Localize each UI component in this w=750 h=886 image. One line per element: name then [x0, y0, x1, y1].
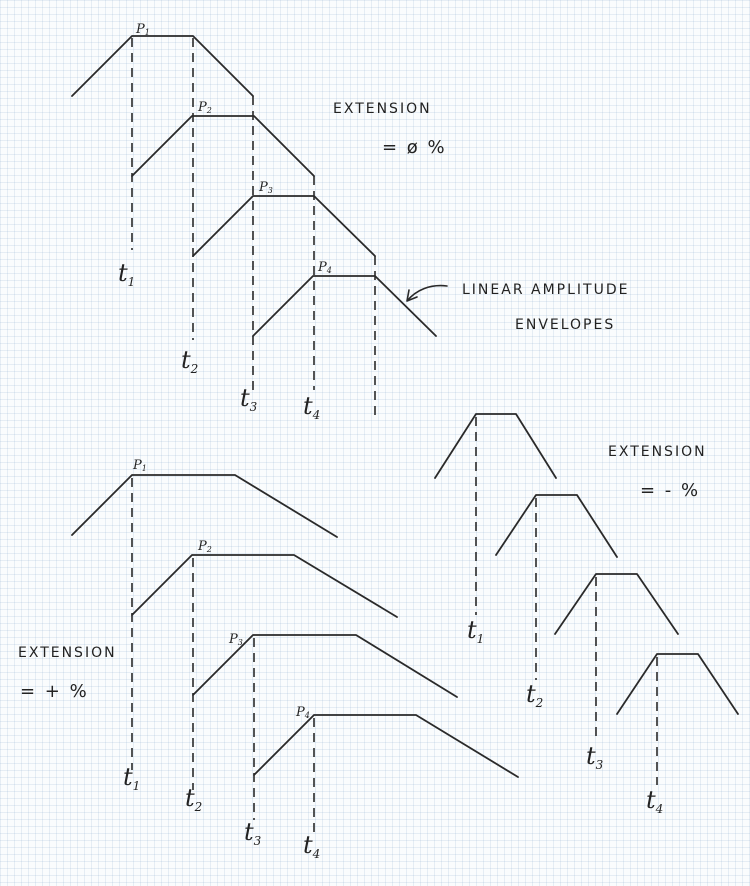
time-label-zero-3: t3	[240, 384, 258, 414]
envelope-zero-2	[131, 115, 315, 177]
extension-plus-title: EXTENSION	[18, 645, 117, 661]
peak-label-zero-2: P2	[197, 100, 212, 115]
envelope-plus-4	[253, 714, 519, 778]
peak-label-plus-2: P2	[197, 539, 212, 554]
peak-label-zero-3: P3	[258, 180, 273, 195]
extension-minus-title: EXTENSION	[608, 444, 707, 460]
time-label-minus-4: t4	[646, 786, 663, 816]
peak-label-zero-1: P1	[135, 22, 150, 37]
time-label-plus-1: t1	[123, 763, 140, 793]
annotation-line-2: ENVELOPES	[515, 317, 615, 333]
time-label-zero-2: t2	[181, 346, 198, 376]
envelope-zero-3	[192, 195, 376, 257]
time-label-plus-2: t2	[185, 784, 202, 814]
peak-label-plus-4: P4	[295, 705, 310, 720]
envelope-minus-3	[554, 573, 679, 635]
time-label-zero-1: t1	[118, 259, 135, 289]
extension-plus-value: = + %	[20, 681, 89, 702]
envelope-minus-2	[495, 494, 618, 558]
time-label-plus-3: t3	[244, 818, 262, 848]
extension-zero-value: = ø %	[382, 137, 447, 158]
envelope-plus-2	[131, 554, 398, 618]
extension-minus-value: = - %	[640, 480, 700, 501]
extension-zero-title: EXTENSION	[333, 101, 432, 117]
annotation-arrow-icon	[406, 284, 448, 302]
peak-label-plus-1: P1	[132, 458, 147, 473]
time-label-minus-1: t1	[467, 616, 484, 646]
time-label-plus-4: t4	[303, 831, 320, 861]
peak-label-zero-4: P4	[317, 260, 332, 275]
envelope-minus-1	[434, 413, 557, 479]
panel-zero-extension: P1 P2 P3 P4 t1 t2 t3 t4 EXTENSION = ø % …	[71, 22, 629, 422]
envelope-zero-1	[71, 35, 254, 97]
envelope-plus-3	[192, 634, 458, 698]
annotation-line-1: LINEAR AMPLITUDE	[462, 282, 629, 298]
panel-plus-extension: P1 P2 P3 P4 t1 t2 t3 t4 EXTENSION = + %	[18, 458, 519, 861]
panel-minus-extension: t1 t2 t3 t4 EXTENSION = - %	[434, 413, 739, 816]
envelope-zero-4	[252, 275, 437, 337]
time-label-minus-2: t2	[526, 680, 543, 710]
peak-label-plus-3: P3	[228, 632, 243, 647]
envelope-plus-1	[71, 474, 338, 538]
time-label-minus-3: t3	[586, 742, 604, 772]
envelope-minus-4	[616, 653, 739, 715]
time-label-zero-4: t4	[303, 392, 320, 422]
